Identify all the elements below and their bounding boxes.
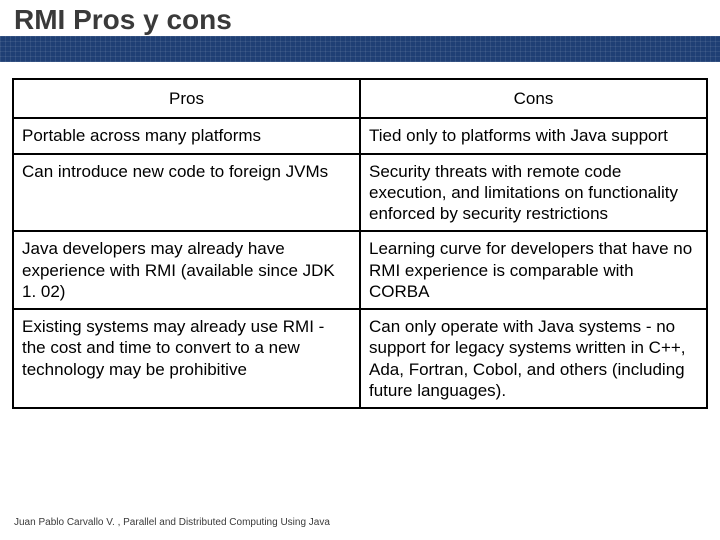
cell-pros: Can introduce new code to foreign JVMs: [13, 154, 360, 232]
cell-cons: Security threats with remote code execut…: [360, 154, 707, 232]
cell-cons: Can only operate with Java systems - no …: [360, 309, 707, 408]
slide-footer: Juan Pablo Carvallo V. , Parallel and Di…: [14, 517, 330, 528]
content-area: Pros Cons Portable across many platforms…: [0, 62, 720, 409]
cell-pros: Java developers may already have experie…: [13, 231, 360, 309]
table-header-row: Pros Cons: [13, 79, 707, 118]
table-row: Java developers may already have experie…: [13, 231, 707, 309]
cell-pros: Portable across many platforms: [13, 118, 360, 153]
column-header-pros: Pros: [13, 79, 360, 118]
table-row: Can introduce new code to foreign JVMs S…: [13, 154, 707, 232]
title-bar: RMI Pros y cons: [0, 0, 720, 62]
cell-pros: Existing systems may already use RMI - t…: [13, 309, 360, 408]
table-row: Existing systems may already use RMI - t…: [13, 309, 707, 408]
slide-title: RMI Pros y cons: [14, 4, 232, 36]
pros-cons-table: Pros Cons Portable across many platforms…: [12, 78, 708, 409]
cell-cons: Tied only to platforms with Java support: [360, 118, 707, 153]
cell-cons: Learning curve for developers that have …: [360, 231, 707, 309]
title-bar-pattern: [0, 36, 720, 62]
table-row: Portable across many platforms Tied only…: [13, 118, 707, 153]
column-header-cons: Cons: [360, 79, 707, 118]
